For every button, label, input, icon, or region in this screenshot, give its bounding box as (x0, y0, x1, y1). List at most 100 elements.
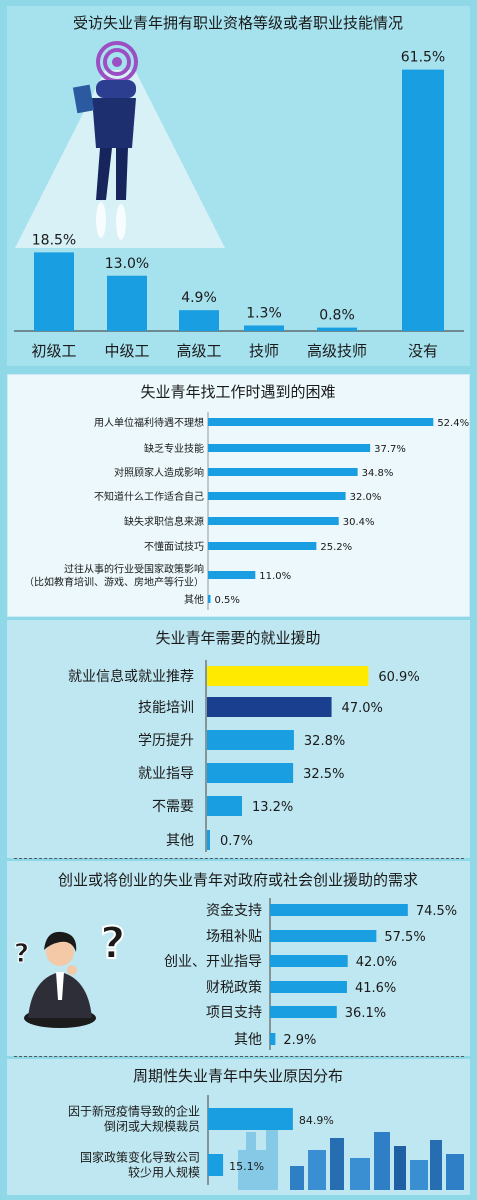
category-label: 不知道什么工作适合自己 (94, 490, 204, 503)
divider (14, 1056, 464, 1057)
category-label: 用人单位福利待遇不理想 (94, 416, 204, 429)
data-label: 25.2% (320, 542, 352, 553)
category-label: 倒闭或大规模裁员 (104, 1119, 200, 1134)
bar (208, 1108, 293, 1130)
bar (270, 955, 348, 967)
data-label: 41.6% (355, 981, 396, 996)
data-label: 57.5% (384, 930, 425, 945)
category-label: 高级工 (176, 342, 221, 360)
bar (208, 1154, 224, 1176)
data-label: 60.9% (378, 670, 419, 685)
chart-title: 创业或将创业的失业青年对政府或社会创业援助的需求 (58, 871, 418, 889)
category-label: 项目支持 (206, 1005, 262, 1021)
data-label: 0.8% (319, 308, 355, 324)
data-label: 15.1% (229, 1160, 264, 1173)
category-label: （比如教育培训、游戏、房地产等行业） (24, 576, 204, 589)
category-label: 就业信息或就业推荐 (68, 668, 194, 685)
category-label: 就业指导 (138, 766, 194, 782)
chart-title: 周期性失业青年中失业原因分布 (133, 1067, 343, 1085)
bar (34, 252, 74, 331)
data-label: 37.7% (374, 444, 406, 455)
bar (207, 830, 210, 850)
bar (207, 730, 294, 750)
data-label: 30.4% (343, 517, 375, 528)
bar (207, 666, 369, 686)
businessman-illustration (72, 80, 136, 240)
bar (244, 325, 284, 331)
category-label: 不需要 (152, 799, 194, 815)
data-label: 4.9% (181, 290, 217, 306)
data-label: 11.0% (259, 571, 291, 582)
bar (208, 595, 211, 603)
question-mark-icon: ? ? (14, 917, 127, 970)
data-label: 52.4% (437, 418, 469, 429)
data-label: 61.5% (401, 50, 445, 66)
category-label: 其他 (166, 833, 194, 849)
category-label: 场租补贴 (206, 929, 262, 945)
bar (270, 930, 377, 942)
thinking-woman-illustration (24, 931, 96, 1028)
category-label: 其他 (234, 1032, 262, 1048)
bar (270, 904, 408, 916)
category-label: 因于新冠疫情导致的企业 (68, 1104, 200, 1119)
signal-icon (96, 41, 138, 83)
data-label: 18.5% (32, 232, 76, 248)
category-label: 过往从事的行业受国家政策影响 (64, 563, 204, 576)
bar (317, 327, 357, 331)
data-label: 42.0% (356, 955, 397, 970)
category-label: 中级工 (104, 342, 149, 360)
category-label: 技师 (249, 342, 279, 360)
category-label: 其他 (184, 593, 204, 606)
bar (207, 763, 294, 783)
category-label: 初级工 (31, 342, 76, 360)
category-label: 缺乏专业技能 (144, 442, 204, 455)
data-label: 32.0% (350, 492, 382, 503)
bar (208, 571, 256, 579)
bar (207, 796, 242, 816)
data-label: 36.1% (345, 1006, 386, 1021)
data-label: 34.8% (362, 468, 394, 479)
data-label: 47.0% (342, 701, 383, 716)
bar (270, 1033, 276, 1045)
category-label: 资金支持 (206, 903, 262, 919)
svg-text:?: ? (100, 918, 126, 969)
category-label: 没有 (408, 342, 438, 360)
category-label: 对照顾家人造成影响 (114, 466, 204, 479)
data-label: 13.2% (252, 800, 293, 815)
data-label: 13.0% (105, 256, 149, 272)
data-label: 0.5% (215, 595, 240, 606)
data-label: 32.5% (303, 767, 344, 782)
chart-qualification: 受访失业青年拥有职业资格等级或者职业技能情况 18.5% 初级工 13.0% 中级工 4… (14, 14, 464, 360)
bar (402, 69, 444, 331)
data-label: 74.5% (416, 904, 457, 919)
category-label: 创业、开业指导 (164, 954, 262, 970)
city-skyline-illustration (238, 1120, 464, 1190)
bar (270, 1006, 337, 1018)
svg-text:?: ? (14, 939, 29, 969)
category-label: 学历提升 (138, 733, 194, 749)
chart-difficulties: 失业青年找工作时遇到的困难 52.4% 用人单位福利待遇不理想 37.7% 缺乏专业技… (24, 383, 469, 610)
bar (208, 517, 339, 525)
divider (14, 858, 464, 859)
bar (107, 275, 147, 331)
bar (208, 492, 346, 500)
bar (207, 697, 332, 717)
bar (208, 418, 434, 426)
chart-title: 受访失业青年拥有职业资格等级或者职业技能情况 (73, 14, 403, 32)
category-label: 缺失求职信息来源 (124, 515, 204, 528)
bar (208, 468, 358, 476)
data-label: 32.8% (304, 734, 345, 749)
category-label: 财税政策 (206, 979, 262, 996)
chart-startup-assistance: 创业或将创业的失业青年对政府或社会创业援助的需求 74.5% 资金支持 57.5% 场… (58, 871, 457, 1050)
chart-employment-assistance: 失业青年需要的就业援助 60.9% 就业信息或就业推荐 47.0% 技能培训 32.8%… (68, 629, 420, 852)
data-label: 1.3% (246, 305, 282, 321)
category-label: 较少用人规模 (128, 1165, 200, 1180)
data-label: 0.7% (220, 834, 253, 849)
category-label: 技能培训 (138, 700, 194, 716)
data-label: 84.9% (299, 1114, 334, 1127)
category-label: 不懂面试技巧 (144, 540, 204, 553)
chart-title: 失业青年需要的就业援助 (155, 629, 320, 647)
category-label: 国家政策变化导致公司 (80, 1150, 200, 1165)
